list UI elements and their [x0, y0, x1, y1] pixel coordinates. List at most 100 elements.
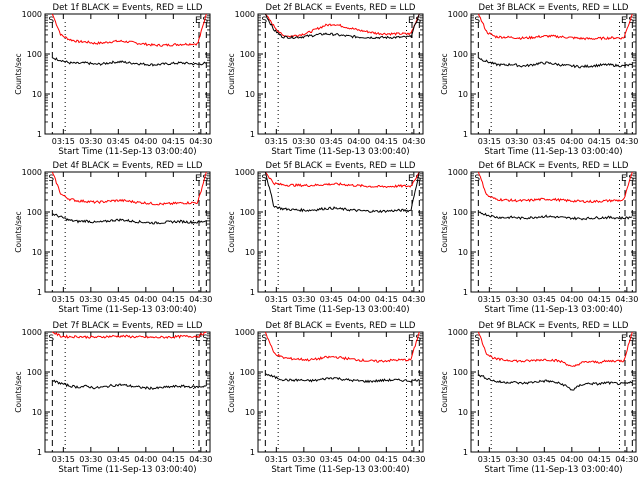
y-axis-label: Counts/sec	[14, 211, 23, 252]
y-tick-label: 10	[32, 90, 42, 99]
x-tick-label: 04:00	[560, 295, 583, 304]
x-tick-label: 04:30	[189, 295, 212, 304]
chart-panel-9: Det 9f BLACK = Events, RED = LLD 1 10 100 10…	[440, 321, 638, 475]
x-tick-label: 04:15	[375, 295, 398, 304]
x-tick-label: 03:30	[505, 455, 528, 464]
y-tick-label: 1000	[235, 168, 255, 177]
x-tick-label: 03:30	[292, 295, 315, 304]
x-axis-label: Start Time (11-Sep-13 03:00:40)	[484, 465, 622, 475]
y-tick-label: 1000	[22, 168, 42, 177]
marker-label-s: S	[415, 16, 421, 26]
chart-title: Det 6f BLACK = Events, RED = LLD	[479, 161, 629, 171]
x-tick-label: 04:00	[134, 137, 157, 146]
marker-label-s: S	[202, 174, 208, 184]
x-axis-label: Start Time (11-Sep-13 03:00:40)	[271, 147, 409, 157]
y-axis-label: Counts/sec	[14, 53, 23, 94]
marker-label-s: S	[474, 174, 480, 184]
chart-panel-7: Det 7f BLACK = Events, RED = LLD 1 10 100 10…	[14, 321, 212, 475]
x-tick-label: 03:45	[107, 137, 130, 146]
marker-label-s: S	[415, 334, 421, 344]
y-tick-label: 100	[27, 368, 42, 377]
x-tick-label: 04:00	[347, 137, 370, 146]
x-tick-label: 03:15	[265, 295, 288, 304]
x-tick-label: 03:30	[292, 455, 315, 464]
y-axis-label: Counts/sec	[227, 371, 236, 412]
events-series-line	[478, 211, 633, 221]
y-tick-label: 1	[463, 288, 468, 297]
x-tick-label: 03:30	[79, 137, 102, 146]
events-series-line	[52, 57, 207, 67]
y-tick-label: 1	[250, 448, 255, 457]
x-tick-label: 04:00	[134, 295, 157, 304]
y-axis-label: Counts/sec	[440, 371, 449, 412]
plot-frame	[44, 13, 211, 135]
lld-series-line	[477, 331, 633, 367]
plot-frame	[470, 331, 637, 453]
x-tick-label: 03:15	[478, 295, 501, 304]
y-tick-label: 1000	[235, 328, 255, 337]
lld-series-line	[477, 171, 633, 204]
x-tick-label: 04:15	[588, 137, 611, 146]
x-tick-label: 03:45	[533, 455, 556, 464]
x-tick-label: 03:45	[533, 295, 556, 304]
x-tick-label: 04:30	[402, 137, 425, 146]
plot-frame	[44, 331, 211, 453]
plot-frame	[257, 331, 424, 453]
x-tick-label: 04:15	[375, 137, 398, 146]
chart-panel-5: Det 5f BLACK = Events, RED = LLD 1 10 100 10…	[227, 161, 425, 315]
marker-label-s: S	[474, 334, 480, 344]
marker-label-s: S	[474, 16, 480, 26]
x-tick-label: 03:45	[533, 137, 556, 146]
chart-panel-6: Det 6f BLACK = Events, RED = LLD 1 10 100 10…	[440, 161, 638, 315]
y-tick-label: 1000	[22, 10, 42, 19]
events-series-line	[478, 374, 633, 391]
x-tick-label: 04:30	[615, 455, 638, 464]
y-tick-label: 1000	[235, 10, 255, 19]
chart-title: Det 1f BLACK = Events, RED = LLD	[53, 3, 203, 13]
marker-label-s: S	[202, 16, 208, 26]
x-axis-label: Start Time (11-Sep-13 03:00:40)	[58, 147, 196, 157]
x-tick-label: 03:30	[292, 137, 315, 146]
x-tick-label: 03:15	[478, 137, 501, 146]
chart-title: Det 9f BLACK = Events, RED = LLD	[479, 321, 629, 331]
x-axis-label: Start Time (11-Sep-13 03:00:40)	[484, 147, 622, 157]
chart-title: Det 7f BLACK = Events, RED = LLD	[53, 321, 203, 331]
marker-label-e: E	[408, 174, 414, 184]
x-tick-label: 04:30	[402, 455, 425, 464]
events-series-line	[52, 213, 207, 225]
lld-series-line	[52, 331, 207, 340]
marker-label-s: S	[628, 16, 634, 26]
x-tick-label: 03:15	[265, 455, 288, 464]
x-tick-label: 04:30	[402, 295, 425, 304]
marker-label-e: E	[621, 174, 627, 184]
x-axis-label: Start Time (11-Sep-13 03:00:40)	[58, 305, 196, 315]
y-tick-label: 1	[37, 288, 42, 297]
y-axis-label: Counts/sec	[14, 371, 23, 412]
y-axis-label: Counts/sec	[440, 53, 449, 94]
marker-label-s: S	[48, 334, 54, 344]
x-tick-label: 03:30	[79, 295, 102, 304]
y-tick-label: 1	[463, 130, 468, 139]
y-tick-label: 1000	[448, 10, 468, 19]
plot-frame	[470, 13, 637, 135]
marker-label-e: E	[195, 16, 201, 26]
chart-title: Det 2f BLACK = Events, RED = LLD	[266, 3, 416, 13]
y-tick-label: 10	[245, 248, 255, 257]
y-tick-label: 100	[240, 50, 255, 59]
events-series-line	[264, 13, 420, 40]
x-tick-label: 03:30	[505, 137, 528, 146]
y-tick-label: 1	[463, 448, 468, 457]
y-tick-label: 10	[32, 408, 42, 417]
y-axis-label: Counts/sec	[227, 53, 236, 94]
x-axis-label: Start Time (11-Sep-13 03:00:40)	[58, 465, 196, 475]
marker-label-e: E	[408, 16, 414, 26]
events-series-line	[478, 57, 633, 69]
x-tick-label: 03:15	[52, 295, 75, 304]
chart-title: Det 3f BLACK = Events, RED = LLD	[479, 3, 629, 13]
lld-series-line	[264, 13, 420, 38]
y-tick-label: 100	[240, 368, 255, 377]
y-tick-label: 1	[250, 130, 255, 139]
x-axis-label: Start Time (11-Sep-13 03:00:40)	[271, 465, 409, 475]
marker-label-s: S	[628, 174, 634, 184]
